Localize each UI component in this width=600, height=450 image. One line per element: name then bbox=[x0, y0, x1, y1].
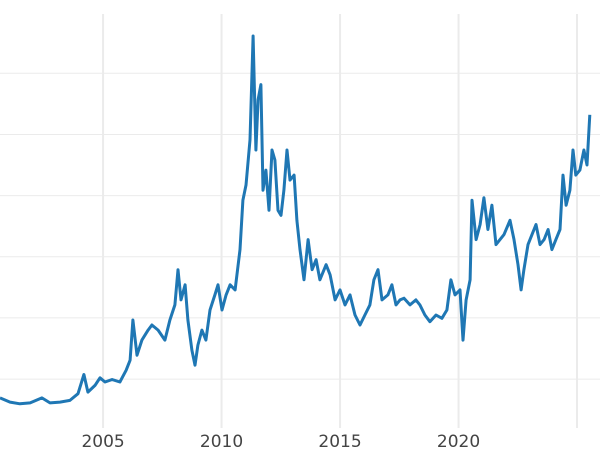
x-tick-label: 2010 bbox=[200, 432, 243, 450]
x-axis-ticks: 2005 2010 2015 2020 bbox=[81, 432, 480, 450]
x-tick-label: 2015 bbox=[318, 432, 361, 450]
x-tick-label: 2005 bbox=[81, 432, 124, 450]
x-tick-label: 2020 bbox=[437, 432, 480, 450]
series-line bbox=[0, 34, 592, 406]
gridlines bbox=[0, 14, 600, 428]
